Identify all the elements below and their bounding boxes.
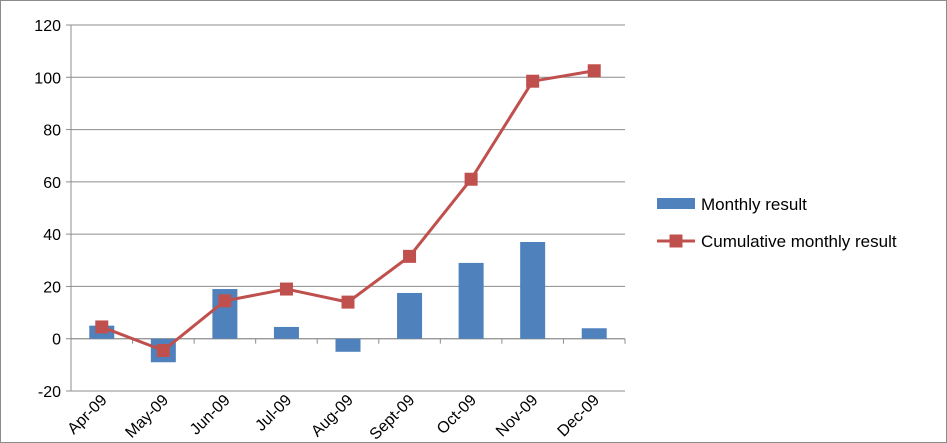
x-tick-label: Oct-09	[434, 392, 480, 438]
point-Dec-09	[587, 64, 601, 78]
bar-Sept-09	[397, 292, 423, 339]
legend-swatch-monthly-result	[657, 198, 695, 209]
y-tick-label: 20	[43, 279, 61, 296]
x-tick-label: Sept-09	[367, 392, 419, 442]
y-tick-label: 80	[43, 123, 61, 140]
point-Apr-09	[95, 320, 109, 334]
x-tick-label: May-09	[122, 392, 172, 442]
legend-label-monthly-result: Monthly result	[701, 195, 807, 214]
point-May-09	[156, 343, 170, 357]
legend-label-cumulative: Cumulative monthly result	[701, 232, 897, 251]
y-tick-label: 0	[52, 332, 61, 349]
point-Oct-09	[464, 172, 478, 186]
point-Aug-09	[341, 295, 355, 309]
y-tick-label: 60	[43, 175, 61, 192]
y-tick-labels: -20 0 20 40 60 80 100 120	[34, 18, 61, 401]
x-tick-label: Nov-09	[493, 392, 542, 441]
x-tick-label: Dec-09	[555, 392, 604, 441]
point-Jul-09	[279, 282, 293, 296]
cumulative-line	[95, 64, 601, 357]
bar-Oct-09	[458, 262, 484, 339]
y-tick-label: -20	[38, 384, 61, 401]
x-tick-label: Jul-09	[252, 392, 295, 435]
y-tick-label: 120	[34, 18, 61, 35]
bar-Dec-09	[581, 328, 607, 339]
point-Nov-09	[526, 74, 540, 88]
bar-Aug-09	[335, 338, 361, 352]
x-tick-labels: Apr-09 May-09 Jun-09 Jul-09 Aug-09 Sept-09 Oct…	[65, 392, 604, 442]
legend: Monthly result Cumulative monthly result	[657, 195, 897, 251]
x-tick-label: Apr-09	[65, 392, 111, 438]
y-tick-label: 40	[43, 227, 61, 244]
x-tick-label: Aug-09	[308, 392, 357, 441]
y-tick-label: 100	[34, 70, 61, 87]
legend-marker-cumulative	[669, 234, 683, 248]
bar-Nov-09	[520, 241, 546, 339]
point-Sept-09	[403, 249, 417, 263]
x-tick-label: Jun-09	[187, 392, 234, 439]
point-Jun-09	[218, 294, 232, 308]
bar-Jul-09	[273, 326, 299, 339]
